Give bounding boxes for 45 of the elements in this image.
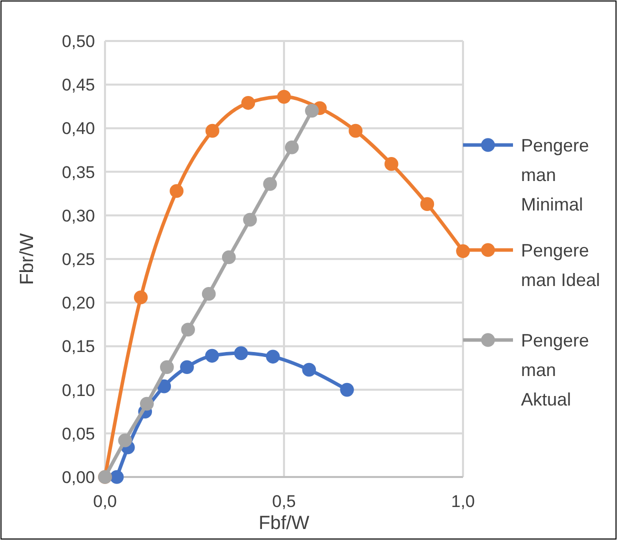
- y-tick-label: 0,05: [62, 424, 95, 444]
- legend-label: Pengereman Minimal: [521, 135, 590, 215]
- point: [170, 184, 184, 198]
- y-tick-label: 0,25: [62, 250, 95, 269]
- x-tick-label: 0,5: [272, 492, 296, 511]
- point: [205, 124, 220, 138]
- point: [110, 470, 124, 484]
- point: [266, 350, 280, 364]
- x-axis-title: Fbf/W: [258, 513, 310, 534]
- point: [118, 433, 132, 448]
- point: [160, 360, 174, 374]
- x-tick-label: 0,0: [93, 492, 117, 511]
- point: [234, 346, 248, 360]
- point: [420, 197, 434, 211]
- y-tick-label: 0,35: [62, 162, 95, 182]
- y-tick-label: 0,50: [62, 32, 95, 51]
- point: [284, 140, 299, 154]
- point: [348, 124, 363, 138]
- point: [277, 90, 291, 104]
- point: [305, 104, 319, 118]
- y-tick-label: 0,45: [62, 76, 95, 95]
- y-tick-label: 0,15: [62, 337, 95, 356]
- point: [222, 250, 236, 264]
- point: [302, 362, 316, 377]
- point: [384, 157, 398, 171]
- y-axis-title: Fbr/W: [17, 233, 38, 285]
- point: [157, 379, 171, 394]
- x-tick-label: 1,0: [451, 492, 475, 511]
- point: [263, 177, 277, 191]
- y-tick-label: 0,40: [62, 119, 95, 138]
- y-tick-label: 0,20: [62, 294, 95, 313]
- legend-label: Pengereman Ideal: [521, 240, 600, 290]
- point: [181, 322, 195, 337]
- y-tick-label: 0,00: [62, 468, 95, 487]
- y-tick-label: 0,10: [62, 380, 95, 400]
- point: [241, 96, 256, 110]
- point: [134, 290, 148, 304]
- legend-label: Pengereman Aktual: [521, 330, 590, 410]
- point: [205, 348, 219, 363]
- point: [180, 360, 194, 374]
- point: [243, 212, 257, 227]
- point: [140, 396, 154, 411]
- y-tick-label: 0,30: [62, 206, 95, 226]
- point: [202, 286, 216, 301]
- point: [340, 382, 354, 397]
